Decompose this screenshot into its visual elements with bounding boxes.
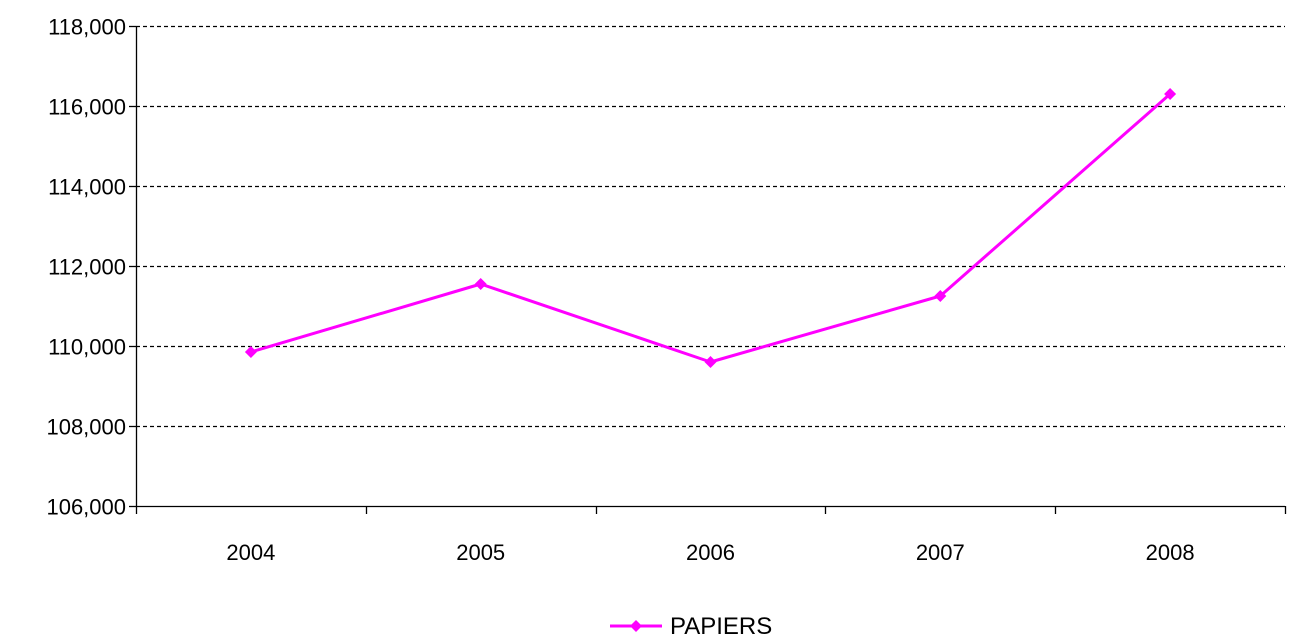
data-point-2008 (1164, 88, 1177, 100)
x-tick-label-2006: 2006 (686, 540, 735, 565)
data-point-2005 (474, 278, 487, 290)
x-tick-label-2007: 2007 (916, 540, 965, 565)
y-tick-label-114,000: 114,000 (48, 175, 126, 200)
y-tick-label-110,000: 110,000 (48, 335, 126, 360)
legend-diamond-marker (630, 620, 642, 632)
series-line-papiers (250, 92, 1172, 364)
y-tick-label-108,000: 108,000 (46, 415, 126, 440)
y-tick-label-112,000: 112,000 (48, 255, 126, 280)
x-tick-label-2005: 2005 (456, 540, 505, 565)
series-layer (244, 88, 1177, 368)
y-tick-label-116,000: 116,000 (48, 95, 126, 120)
legend: PAPIERS (610, 613, 772, 637)
x-tick-label-2008: 2008 (1146, 540, 1195, 565)
y-tick-label-118,000: 118,000 (48, 15, 126, 40)
data-point-2007 (934, 290, 947, 302)
y-tick-label-106,000: 106,000 (46, 495, 126, 520)
x-tick-label-2004: 2004 (226, 540, 275, 565)
data-point-2004 (244, 346, 257, 358)
x-tick-labels: 2004 2005 2006 2007 2008 (226, 540, 1194, 565)
data-point-2006 (704, 356, 717, 368)
y-tick-labels: 106,000 108,000 110,000 112,000 114,000 116,0… (46, 15, 126, 520)
axes (129, 25, 1287, 514)
grid-lines (136, 25, 1285, 428)
legend-label-papiers: PAPIERS (670, 613, 772, 637)
